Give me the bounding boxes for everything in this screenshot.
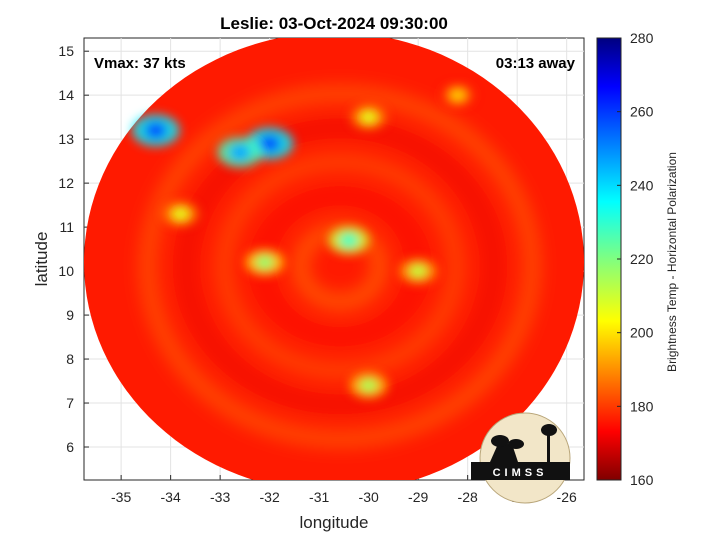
convective-cell (359, 378, 378, 393)
y-tick-label: 13 (58, 131, 74, 147)
x-tick-label: -29 (408, 489, 428, 505)
y-tick-label: 12 (58, 175, 74, 191)
convective-cell (144, 121, 167, 140)
colorbar-tick-label: 280 (630, 30, 654, 46)
convective-cell (172, 207, 189, 221)
x-tick-label: -35 (111, 489, 131, 505)
colorbar-tick-label: 240 (630, 177, 654, 193)
x-tick-label: -31 (309, 489, 329, 505)
convective-cell (229, 144, 251, 161)
colorbar-tick-label: 260 (630, 104, 654, 120)
y-axis-label: latitude (32, 232, 51, 287)
y-tick-labels: 6 7 8 9 10 11 12 13 14 15 (58, 43, 74, 455)
y-tick-label: 15 (58, 43, 74, 59)
chart-title: Leslie: 03-Oct-2024 09:30:00 (220, 14, 448, 33)
x-tick-label: -26 (557, 489, 577, 505)
y-tick-label: 10 (58, 263, 74, 279)
y-tick-label: 11 (59, 219, 74, 235)
x-tick-label: -32 (260, 489, 280, 505)
colorbar-tick-label: 180 (630, 398, 654, 414)
y-tick-label: 6 (66, 439, 74, 455)
convective-features (131, 83, 475, 399)
colorbar-tick-label: 220 (630, 251, 654, 267)
rain-band (179, 120, 501, 412)
rain-band (141, 86, 539, 447)
x-axis-label: longitude (299, 513, 368, 532)
cimss-logo: CIMSS (471, 412, 571, 504)
convective-cell (360, 110, 378, 124)
x-tick-label: -33 (210, 489, 230, 505)
convective-cell (409, 264, 427, 278)
rain-band (217, 154, 463, 378)
colorbar-label: Brightness Temp - Horizontal Polarizatio… (665, 152, 679, 372)
time-away-annotation: 03:13 away (496, 55, 576, 72)
y-tick-label: 8 (66, 351, 74, 367)
x-tick-label: -30 (359, 489, 379, 505)
colorbar-tick-label: 200 (630, 325, 654, 341)
x-tick-label: -34 (161, 489, 181, 505)
satellite-dish-icon (490, 444, 518, 462)
colorbar-tick-label: 160 (630, 472, 654, 488)
vmax-annotation: Vmax: 37 kts (94, 55, 186, 72)
x-tick-label: -28 (458, 489, 478, 505)
y-tick-label: 7 (66, 395, 74, 411)
convective-cell (258, 134, 281, 153)
convective-cell (449, 88, 466, 102)
colorbar-tick-labels: 160 180 200 220 240 260 280 (617, 30, 654, 488)
water-tower-icon (547, 432, 550, 462)
y-tick-label: 9 (66, 307, 74, 323)
y-tick-label: 14 (58, 87, 74, 103)
convective-cell (339, 232, 359, 248)
logo-text: CIMSS (493, 467, 548, 479)
convective-cell (255, 255, 274, 270)
